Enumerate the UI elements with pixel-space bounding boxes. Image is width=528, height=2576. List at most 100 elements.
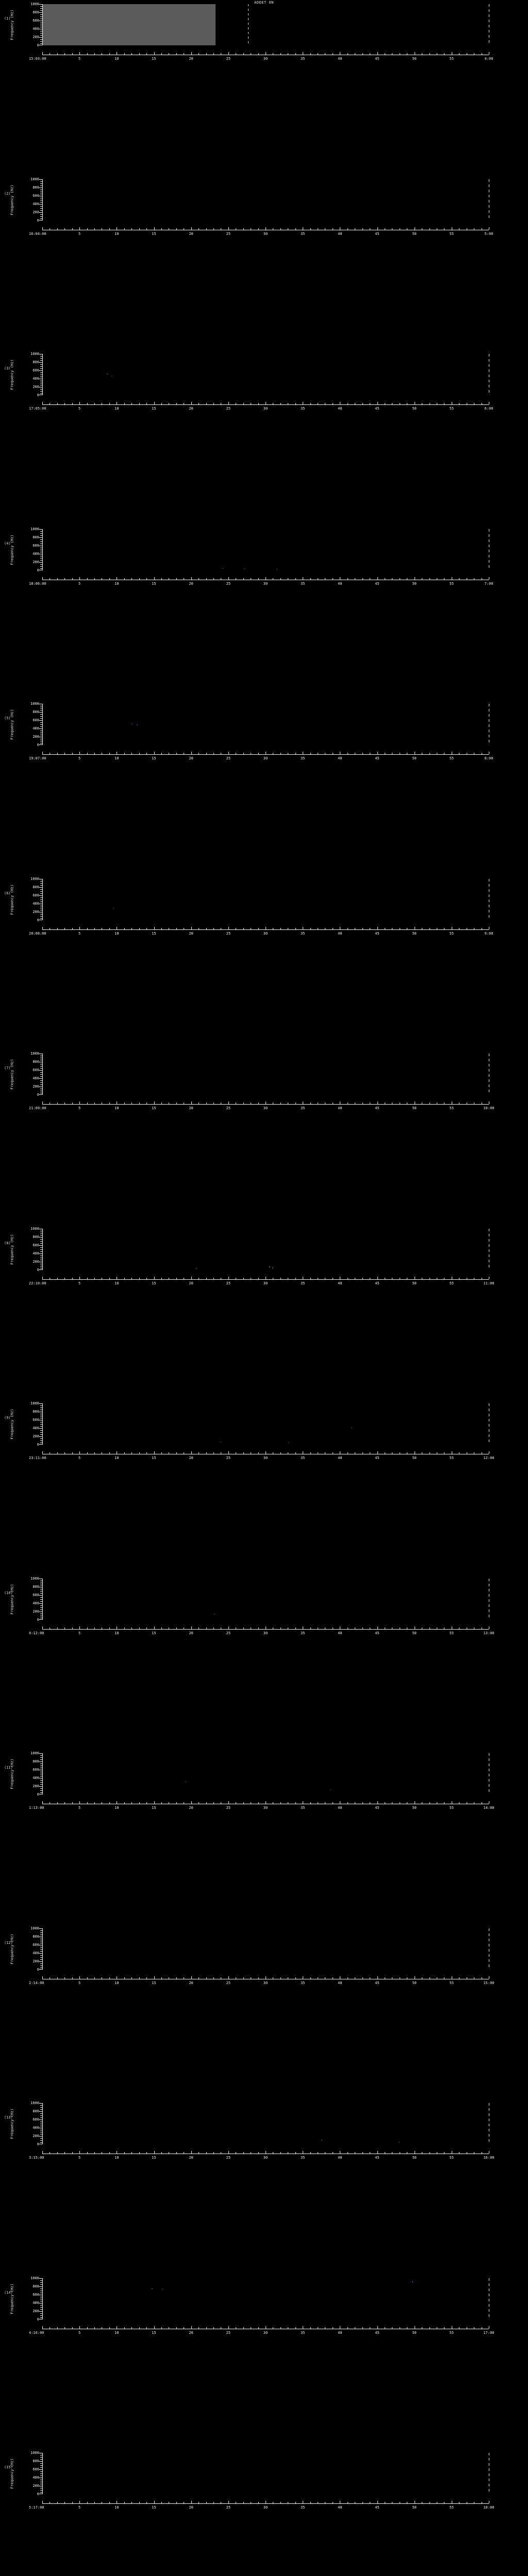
x-axis-minor-tick: [87, 1627, 88, 1629]
x-axis-tick-label: 35: [300, 2156, 305, 2160]
x-axis-minor-tick: [72, 753, 73, 754]
x-axis-minor-tick: [72, 1452, 73, 1454]
x-axis-minor-tick: [362, 1103, 363, 1104]
x-axis-tick-label: 55: [449, 2330, 454, 2335]
plot-area[interactable]: [39, 878, 489, 920]
y-axis-tick-label: 200: [32, 1784, 39, 1788]
y-axis-tick-label: 0: [37, 1267, 39, 1272]
x-axis-major-tick: [191, 2501, 192, 2503]
x-axis-minor-tick: [176, 2502, 177, 2503]
y-axis-minor-tick: [40, 2284, 43, 2285]
y-axis-minor-tick: [40, 16, 43, 17]
x-axis-end-label: 5:00: [484, 231, 493, 236]
y-axis-tick-label: 800: [32, 1060, 39, 1064]
y-axis-tick-label: 0: [37, 2142, 39, 2146]
x-axis-end-label: 6:00: [484, 406, 493, 411]
x-axis-tick-label: 25: [226, 756, 231, 760]
data-speck: [112, 907, 114, 909]
y-axis-tick-label: 400: [32, 1951, 39, 1955]
plot-area[interactable]: [39, 1228, 489, 1270]
plot-area[interactable]: [39, 704, 489, 745]
plot-area[interactable]: [39, 529, 489, 570]
x-axis-major-tick: [191, 1101, 192, 1104]
x-axis-minor-tick: [176, 1627, 177, 1629]
x-axis-major-tick: [228, 2501, 229, 2503]
x-axis-start-label: 16:04:00: [29, 231, 46, 236]
y-axis-major-tick: [39, 1078, 43, 1079]
x-axis-minor-tick: [280, 1277, 281, 1279]
x-axis-minor-tick: [243, 403, 244, 404]
plot-area[interactable]: [39, 2278, 489, 2319]
x-axis-minor-tick: [57, 228, 58, 230]
y-axis-tick-label: 800: [32, 185, 39, 190]
x-axis-tick-label: 45: [375, 2505, 380, 2510]
x-axis-minor-tick: [124, 53, 125, 55]
plot-area[interactable]: [39, 354, 489, 395]
plot-area[interactable]: [39, 2103, 489, 2144]
y-axis-major-tick: [39, 1444, 43, 1445]
y-axis-tick-label: 200: [32, 2484, 39, 2488]
y-axis-tick-label: 1000: [30, 1926, 39, 1930]
x-axis-tick-label: 55: [449, 231, 454, 236]
plot-area[interactable]: [39, 1753, 489, 1794]
y-axis-minor-tick: [40, 1963, 43, 1964]
x-axis-minor-tick: [310, 1802, 311, 1804]
x-axis-tick-label: 25: [226, 2330, 231, 2335]
x-axis-minor-tick: [64, 1802, 65, 1804]
x-axis-major-tick: [228, 227, 229, 230]
y-axis-major-tick: [39, 1786, 43, 1787]
x-axis-minor-tick: [109, 1452, 110, 1454]
x-axis-start-label: 19:07:00: [29, 756, 46, 760]
y-axis-minor-tick: [40, 531, 43, 532]
x-axis-major-tick: [154, 926, 155, 929]
x-axis-tick-label: 15: [152, 2330, 156, 2335]
x-axis-tick-label: 40: [338, 1106, 342, 1110]
x-axis-minor-tick: [124, 2327, 125, 2329]
x-axis-minor-tick: [124, 403, 125, 404]
data-speck: [269, 1266, 270, 1268]
x-axis-minor-tick: [206, 228, 207, 230]
x-axis-minor-tick: [131, 1627, 133, 1629]
x-axis-major-tick: [191, 402, 192, 404]
y-axis-tick-label: 0: [37, 43, 39, 47]
y-axis-tick-label: 600: [32, 1068, 39, 1072]
plot-area[interactable]: [39, 1403, 489, 1445]
plot-area[interactable]: [39, 1054, 489, 1095]
panel-index-label: (1): [4, 16, 11, 21]
x-axis-tick-label: 40: [338, 231, 342, 236]
y-axis-tick-label: 0: [37, 1443, 39, 1447]
y-axis-minor-tick: [40, 356, 43, 357]
x-axis-tick-label: 35: [300, 1281, 305, 1285]
x-axis-tick-label: 35: [300, 1631, 305, 1635]
x-axis-minor-tick: [176, 1103, 177, 1104]
plot-area[interactable]: [39, 4, 489, 45]
x-axis-tick-label: 25: [226, 406, 231, 411]
y-axis-minor-tick: [40, 41, 43, 42]
panel-index-label: (9): [4, 1416, 11, 1420]
x-axis-minor-tick: [146, 403, 147, 404]
x-axis-minor-tick: [310, 2152, 311, 2154]
x-axis-tick-label: 50: [412, 931, 417, 936]
y-axis-minor-tick: [40, 564, 43, 565]
y-axis-tick-label: 1000: [30, 527, 39, 531]
plot-area[interactable]: [39, 2453, 489, 2494]
x-axis-minor-tick: [362, 2502, 363, 2503]
y-axis-major-tick: [39, 1753, 43, 1754]
x-axis-minor-tick: [64, 1277, 65, 1279]
plot-area[interactable]: [39, 179, 489, 221]
x-axis-minor-tick: [131, 2502, 133, 2503]
x-axis-minor-tick: [206, 1802, 207, 1804]
x-axis-major-tick: [154, 402, 155, 404]
x-axis-minor-tick: [139, 228, 140, 230]
x-axis-major-tick: [191, 1976, 192, 1979]
x-axis-tick-label: 10: [114, 1806, 119, 1810]
x-axis-minor-tick: [206, 927, 207, 929]
x-axis-minor-tick: [295, 1103, 296, 1104]
y-axis-tick-label: 400: [32, 2126, 39, 2130]
x-axis-minor-tick: [176, 53, 177, 55]
x-axis-tick-label: 40: [338, 2505, 342, 2510]
plot-area[interactable]: [39, 1578, 489, 1620]
x-axis-minor-tick: [206, 578, 207, 580]
x-axis-minor-tick: [295, 228, 296, 230]
plot-area[interactable]: [39, 1928, 489, 1970]
